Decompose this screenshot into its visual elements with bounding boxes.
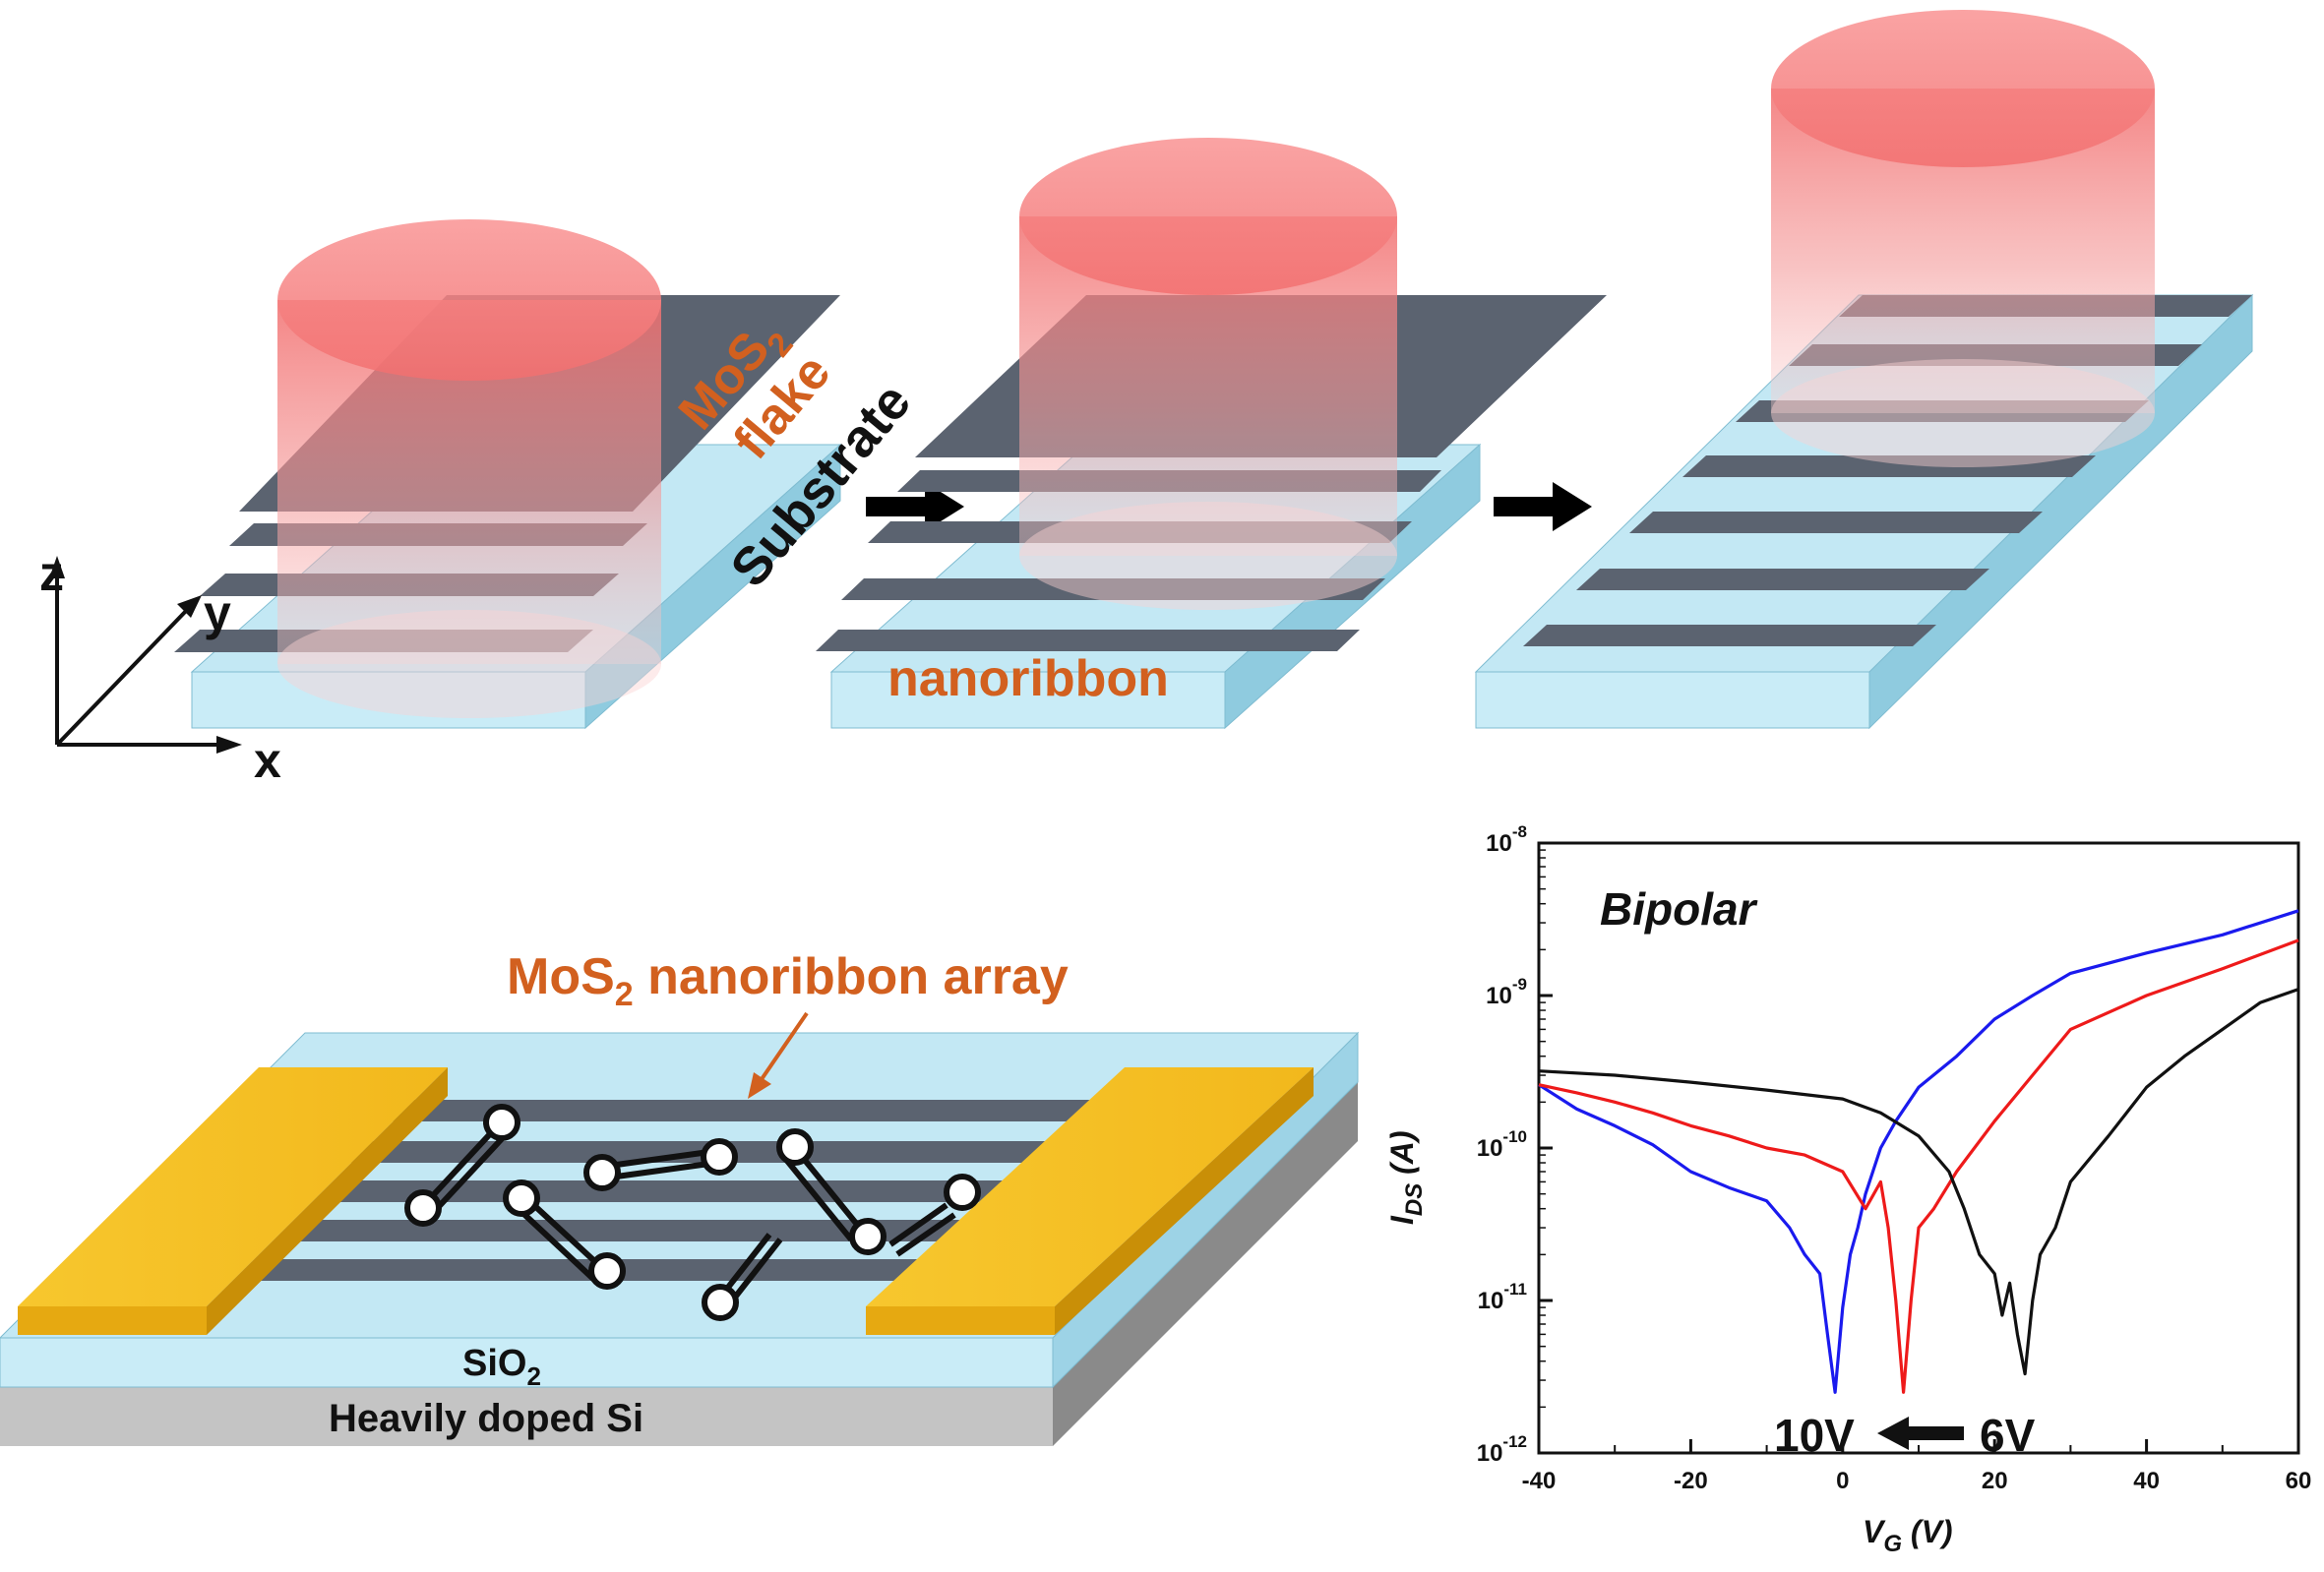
molecule-node	[483, 1104, 520, 1141]
ribbon-2c	[841, 578, 1385, 600]
molecule-node	[503, 1179, 540, 1217]
y-tick-label: 10-11	[1478, 1280, 1527, 1314]
annotation-10v: 10V	[1774, 1410, 1855, 1461]
source-electrode-top	[18, 1067, 448, 1306]
annotation-6v: 6V	[1980, 1410, 2036, 1461]
device-ribbon-3	[317, 1180, 1038, 1202]
substrate-front-3	[1475, 671, 1870, 729]
y-axis-label: IDS (A)	[1384, 1130, 1428, 1225]
x-tick-label: 40	[2133, 1468, 2160, 1494]
drain-electrode-side	[1055, 1067, 1314, 1335]
series-line-2	[1538, 938, 2299, 1394]
ribbon-3f	[1576, 569, 1989, 590]
process-arrow-1	[866, 482, 964, 531]
ribbon-3d	[1682, 455, 2096, 477]
laser-cylinder-1	[277, 219, 661, 718]
laser-cylinder-2	[1019, 138, 1397, 610]
molecule-node	[404, 1189, 442, 1227]
transfer-curve-chart: -40 -20 0 20 40 60 10-12 10-11 10-10 10-9 10-8 Bip…	[1384, 822, 2311, 1557]
coordinate-axes	[49, 556, 242, 754]
chart-title: Bipolar	[1600, 883, 1758, 935]
laser-cylinder-3	[1771, 10, 2155, 467]
source-electrode-front	[18, 1306, 207, 1335]
axis-z-label: z	[39, 546, 64, 601]
x-tick-label: -40	[1522, 1468, 1557, 1494]
series-line-1	[1538, 909, 2299, 1394]
axis-y-label: y	[204, 585, 231, 640]
array-pointer-arrow	[748, 1011, 809, 1099]
si-substrate-front	[0, 1387, 1053, 1446]
ribbon-2d	[816, 630, 1360, 651]
x-axis-label: VG (V)	[1863, 1514, 1953, 1557]
y-tick-label: 10-10	[1477, 1127, 1527, 1162]
x-tick-label: 60	[2286, 1468, 2312, 1494]
series-line-3	[1538, 988, 2299, 1376]
molecule-node	[776, 1128, 814, 1166]
drain-electrode-front	[866, 1306, 1055, 1335]
array-label: MoS2 nanoribbon array	[507, 948, 1069, 1013]
dopant-molecules	[404, 1104, 981, 1321]
device-schematic	[0, 1031, 1360, 1446]
molecule-node	[944, 1174, 981, 1211]
chart-ticks: -40 -20 0 20 40 60 10-12 10-11 10-10 10-9 10-8	[1477, 822, 2312, 1494]
molecule-node	[583, 1154, 621, 1191]
y-tick-label: 10-9	[1486, 975, 1527, 1009]
ribbon-3e	[1629, 512, 2043, 533]
source-electrode-side	[207, 1067, 448, 1335]
molecule-node	[588, 1252, 626, 1290]
device-ribbon-4	[287, 1220, 1009, 1241]
drain-electrode-top	[866, 1067, 1314, 1306]
oxide-label: SiO2	[462, 1343, 541, 1391]
y-tick-label: 10-8	[1486, 822, 1527, 857]
chart-series	[1538, 909, 2299, 1394]
shift-arrow	[1877, 1417, 1964, 1450]
si-substrate-side	[1053, 1082, 1358, 1446]
molecule-node	[701, 1138, 738, 1176]
ribbon-3g	[1523, 625, 1936, 646]
process-arrow-2	[1494, 482, 1592, 531]
substrate-si-label: Heavily doped Si	[329, 1397, 643, 1440]
x-tick-label: 0	[1836, 1468, 1849, 1494]
molecule-node	[849, 1218, 887, 1255]
molecule-node	[702, 1284, 739, 1321]
x-tick-label: 20	[1982, 1468, 2008, 1494]
axis-x-label: x	[254, 733, 281, 788]
plot-frame	[1537, 841, 2300, 1455]
nanoribbon-label: nanoribbon	[887, 650, 1169, 707]
y-tick-label: 10-12	[1477, 1432, 1527, 1467]
x-tick-label: -20	[1674, 1468, 1708, 1494]
device-ribbon-1	[376, 1100, 1097, 1121]
